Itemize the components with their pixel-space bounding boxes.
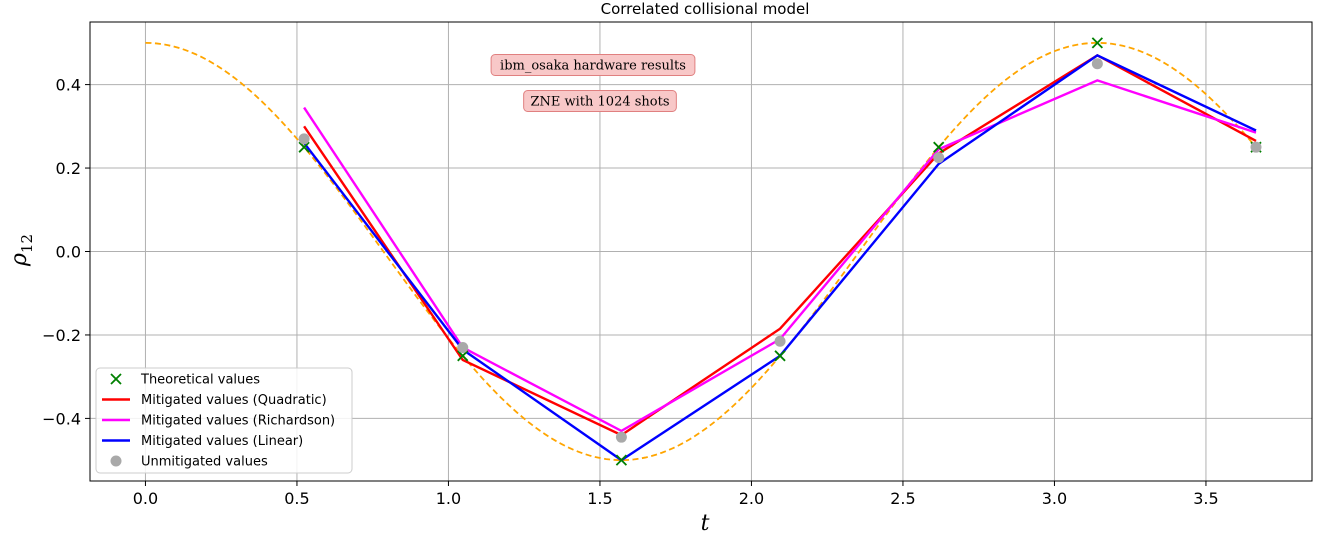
legend-label: Mitigated values (Linear) <box>141 434 303 449</box>
legend-label: Unmitigated values <box>141 455 268 470</box>
theoretical-point-stroke <box>615 454 628 466</box>
annotation-text: ZNE with 1024 shots <box>530 95 669 110</box>
theory-curve <box>145 41 1257 462</box>
unmitigated-point <box>298 133 310 145</box>
legend-label: Mitigated values (Richardson) <box>141 414 335 429</box>
unmitigated-point <box>457 341 469 353</box>
legend: Theoretical values Mitigated values (Quad… <box>95 367 353 474</box>
unmitigated-point <box>933 152 945 164</box>
x-tick-label: 0.0 <box>133 489 158 508</box>
legend-entry-mitigated-values-linear: Mitigated values (Linear) <box>102 434 303 449</box>
annotation-box: ZNE with 1024 shots <box>523 90 677 112</box>
legend-entry-mitigated-values-quadratic: Mitigated values (Quadratic) <box>102 393 327 408</box>
legend-swatch <box>110 373 122 385</box>
y-tick-label: 0.0 <box>56 243 81 262</box>
unmitigated-point <box>1250 141 1262 153</box>
x-tick-label: 2.0 <box>739 489 764 508</box>
annotations: ibm_osaka hardware results ZNE with 1024 … <box>490 54 696 112</box>
y-tick-label: 0.4 <box>56 76 81 95</box>
theoretical-point-stroke <box>774 350 786 362</box>
y-axis-label: ρ12 <box>7 234 36 267</box>
series-markers <box>298 37 1262 466</box>
series-line-mitigated-values-linear <box>303 54 1257 462</box>
x-axis-label: t <box>701 511 710 535</box>
y-axis-label-sub: 12 <box>18 234 36 253</box>
legend-entry-theoretical-values: Theoretical values <box>110 373 260 388</box>
theoretical-point <box>457 350 469 362</box>
series-lines <box>303 53 1257 462</box>
ticks: 0.0 0.5 1.0 1.5 2.0 2.5 3.0 3.5 −0.4 −0.2 0.0 0.2 0.… <box>42 76 1219 508</box>
theory-curve-layer <box>145 41 1257 462</box>
theoretical-point <box>774 350 786 362</box>
x-tick-label: 3.5 <box>1193 489 1218 508</box>
annotation-background <box>523 90 677 112</box>
series-line-mitigated-values-richardson <box>303 79 1257 433</box>
annotation-background <box>490 54 696 76</box>
unmitigated-point <box>1091 58 1103 70</box>
x-tick-label: 1.5 <box>587 489 612 508</box>
x-tick-label: 3.0 <box>1042 489 1067 508</box>
theoretical-point <box>1091 37 1103 49</box>
theoretical-point-stroke <box>1091 37 1103 49</box>
annotation-text: ibm_osaka hardware results <box>500 59 686 74</box>
theoretical-point <box>298 141 310 153</box>
x-tick-label: 1.0 <box>436 489 461 508</box>
annotation-box: ibm_osaka hardware results <box>490 54 696 76</box>
chart-title: Correlated collisional model <box>601 0 810 18</box>
y-tick-label: −0.4 <box>42 409 81 428</box>
theoretical-point-stroke <box>933 141 945 153</box>
legend-label: Mitigated values (Quadratic) <box>141 393 327 408</box>
y-tick-label: −0.2 <box>42 326 81 345</box>
x-tick-label: 2.5 <box>890 489 915 508</box>
unmitigated-point <box>774 335 786 347</box>
x-tick-label: 0.5 <box>284 489 309 508</box>
legend-entry-unmitigated-values: Unmitigated values <box>110 455 268 470</box>
legend-label: Theoretical values <box>140 373 260 388</box>
theoretical-point-stroke <box>457 350 469 362</box>
theoretical-point <box>933 141 945 153</box>
legend-box <box>95 367 353 474</box>
legend-entry-mitigated-values-richardson: Mitigated values (Richardson) <box>102 414 335 429</box>
unmitigated-point <box>615 431 627 443</box>
legend-swatch <box>110 455 122 467</box>
series-line-mitigated-values-quadratic <box>303 53 1257 437</box>
theoretical-point <box>615 454 628 466</box>
y-tick-label: 0.2 <box>56 159 81 178</box>
y-axis-label-base: ρ <box>7 253 32 267</box>
theoretical-point-stroke <box>298 141 310 153</box>
